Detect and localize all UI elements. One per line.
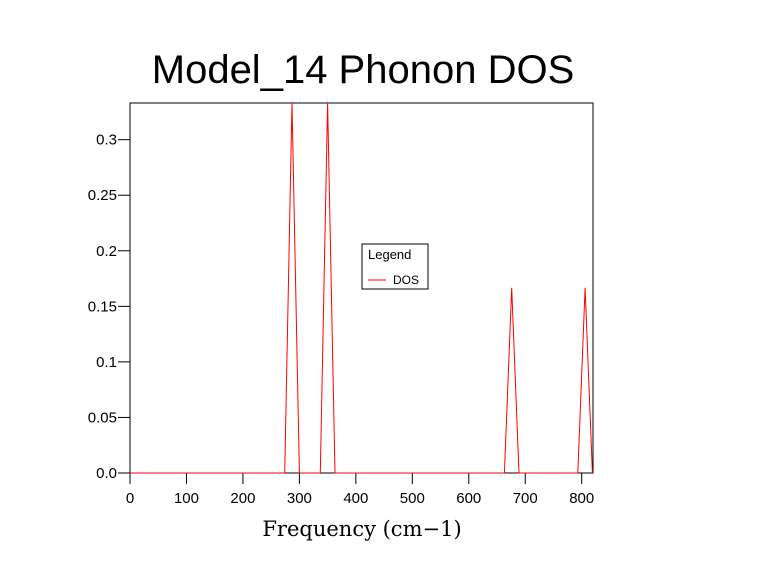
series-line-dos — [130, 102, 593, 474]
x-tick-label: 300 — [287, 490, 312, 507]
x-axis: 0 100 200 300 400 500 600 700 800 — [126, 473, 594, 507]
y-tick-label: 0.05 — [88, 409, 117, 426]
y-tick-label: 0.2 — [96, 243, 117, 260]
x-tick-label: 200 — [230, 490, 255, 507]
y-tick-label: 0.3 — [96, 132, 117, 149]
x-tick-label: 800 — [569, 490, 594, 507]
legend-title: Legend — [368, 247, 411, 262]
x-tick-label: 600 — [456, 490, 481, 507]
y-tick-label: 0.25 — [88, 187, 117, 204]
series-layer — [130, 102, 593, 474]
x-axis-label: Frequency (cm−1) — [262, 517, 461, 541]
x-tick-label: 700 — [513, 490, 538, 507]
x-tick-label: 100 — [174, 490, 199, 507]
legend-label-dos: DOS — [393, 273, 419, 287]
x-tick-label: 500 — [400, 490, 425, 507]
y-tick-label: 0.0 — [96, 465, 117, 482]
legend: Legend DOS — [361, 243, 429, 290]
y-axis: 0.0 0.05 0.1 0.15 0.2 0.25 0.3 — [88, 132, 130, 482]
legend-box — [361, 243, 429, 290]
x-tick-label: 0 — [126, 490, 134, 507]
y-tick-label: 0.15 — [88, 298, 117, 315]
y-tick-label: 0.1 — [96, 354, 117, 371]
chart-title: Model_14 Phonon DOS — [152, 48, 575, 92]
x-tick-label: 400 — [343, 490, 368, 507]
